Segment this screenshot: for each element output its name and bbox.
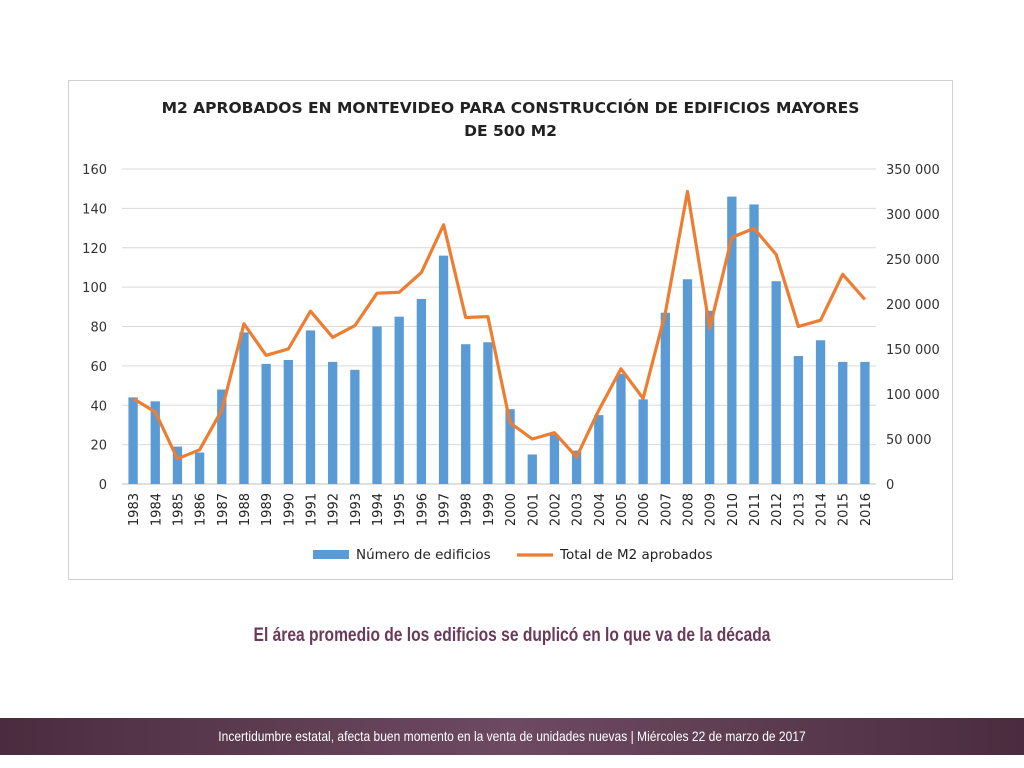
chart-svg: 0 20 40 60 80 100 120 140 160 0 50 000 100 000 150 0… xyxy=(82,163,940,563)
x-tick-label: 2012 xyxy=(770,493,785,526)
bar xyxy=(328,361,338,484)
y-right-tick-label: 100 000 xyxy=(886,388,940,403)
x-tick-label: 2008 xyxy=(682,493,697,526)
x-tick-label: 2005 xyxy=(615,493,630,526)
y-left-tick-label: 140 xyxy=(82,202,107,217)
y-left-tick-label: 120 xyxy=(82,242,107,257)
y-left-tick-label: 0 xyxy=(99,478,107,493)
bar xyxy=(261,363,271,484)
bar xyxy=(416,298,427,484)
bar xyxy=(860,361,870,484)
bar xyxy=(594,415,604,484)
x-tick-label: 2015 xyxy=(837,493,852,526)
bar xyxy=(727,196,737,484)
x-tick-label: 2000 xyxy=(504,493,519,526)
bar xyxy=(660,312,670,484)
x-tick-label: 2013 xyxy=(792,493,807,526)
x-tick-label: 1998 xyxy=(460,493,475,526)
legend-swatch-bars xyxy=(313,550,349,559)
x-tick-label: 1987 xyxy=(216,493,231,526)
bar xyxy=(616,373,626,484)
bar xyxy=(549,434,560,484)
y-right-tick-label: 150 000 xyxy=(886,343,940,358)
bar xyxy=(372,326,382,484)
chart-title-line-2: DE 500 M2 xyxy=(464,122,557,140)
x-tick-label: 2006 xyxy=(637,493,652,526)
x-tick-label: 2004 xyxy=(593,493,608,526)
bar xyxy=(350,369,360,484)
bar xyxy=(150,401,160,484)
y-left-tick-label: 100 xyxy=(82,281,107,296)
footer-bar: Incertidumbre estatal, afecta buen momen… xyxy=(0,718,1024,755)
chart-title-line-1: M2 APROBADOS EN MONTEVIDEO PARA CONSTRUC… xyxy=(161,99,860,117)
x-tick-label: 1986 xyxy=(194,493,209,526)
x-tick-label: 1995 xyxy=(393,493,408,526)
bar xyxy=(771,281,781,484)
y-left-tick-label: 80 xyxy=(90,321,107,336)
bar xyxy=(239,332,249,484)
bar xyxy=(283,359,293,484)
bar xyxy=(527,454,537,484)
x-tick-label: 1990 xyxy=(282,493,297,526)
bar xyxy=(305,330,316,484)
x-tick-label: 2001 xyxy=(526,493,541,526)
legend-label-line: Total de M2 aprobados xyxy=(559,547,713,563)
bar xyxy=(505,409,515,484)
bar xyxy=(749,204,759,484)
bar xyxy=(793,356,804,484)
y-right-tick-label: 0 xyxy=(886,478,894,493)
x-tick-label: 2010 xyxy=(726,493,741,526)
chart-frame: M2 APROBADOS EN MONTEVIDEO PARA CONSTRUC… xyxy=(68,80,953,580)
bar xyxy=(128,397,138,484)
bar xyxy=(438,255,449,484)
x-tick-label: 2011 xyxy=(748,493,763,526)
bar xyxy=(705,310,715,484)
y-right-tick-label: 250 000 xyxy=(886,253,940,268)
x-tick-label: 1993 xyxy=(349,493,364,526)
x-tick-label: 2002 xyxy=(548,493,563,526)
x-tick-label: 2014 xyxy=(815,493,830,526)
bar xyxy=(638,399,648,484)
bar xyxy=(571,450,582,484)
x-tick-label: 1983 xyxy=(127,493,142,526)
y-left-tick-label: 20 xyxy=(90,439,107,454)
y-right-tick-label: 50 000 xyxy=(886,433,932,448)
x-tick-label: 1994 xyxy=(371,493,386,526)
bar xyxy=(838,361,848,484)
x-tick-label: 1992 xyxy=(327,493,342,526)
x-tick-label: 1989 xyxy=(260,493,275,526)
y-right-tick-label: 200 000 xyxy=(886,298,940,313)
y-left-tick-label: 40 xyxy=(90,399,107,414)
x-tick-label: 1984 xyxy=(149,493,164,526)
x-tick-label: 1988 xyxy=(238,493,253,526)
x-tick-label: 1997 xyxy=(438,493,453,526)
y-left-tick-label: 160 xyxy=(82,163,107,178)
bar xyxy=(483,342,493,484)
x-tick-label: 1996 xyxy=(415,493,430,526)
x-tick-label: 1991 xyxy=(305,493,320,526)
x-tick-label: 2009 xyxy=(704,493,719,526)
legend-label-bars: Número de edificios xyxy=(356,547,491,563)
x-tick-label: 2003 xyxy=(571,493,586,526)
x-tick-label: 2016 xyxy=(859,493,874,526)
x-tick-label: 1999 xyxy=(482,493,497,526)
series-line xyxy=(132,189,867,461)
bar xyxy=(217,389,227,484)
subtitle: El área promedio de los edificios se dup… xyxy=(253,625,771,646)
y-right-tick-label: 350 000 xyxy=(886,163,940,178)
x-tick-label: 1985 xyxy=(171,493,186,526)
bar xyxy=(172,446,183,484)
bar xyxy=(194,452,205,484)
y-right-tick-label: 300 000 xyxy=(886,208,940,223)
bar xyxy=(394,316,404,484)
bar xyxy=(815,340,826,484)
x-tick-label: 2007 xyxy=(659,493,674,526)
bar xyxy=(682,279,693,484)
bar xyxy=(461,344,471,484)
y-left-tick-label: 60 xyxy=(90,360,107,375)
footer-text: Incertidumbre estatal, afecta buen momen… xyxy=(218,728,806,744)
